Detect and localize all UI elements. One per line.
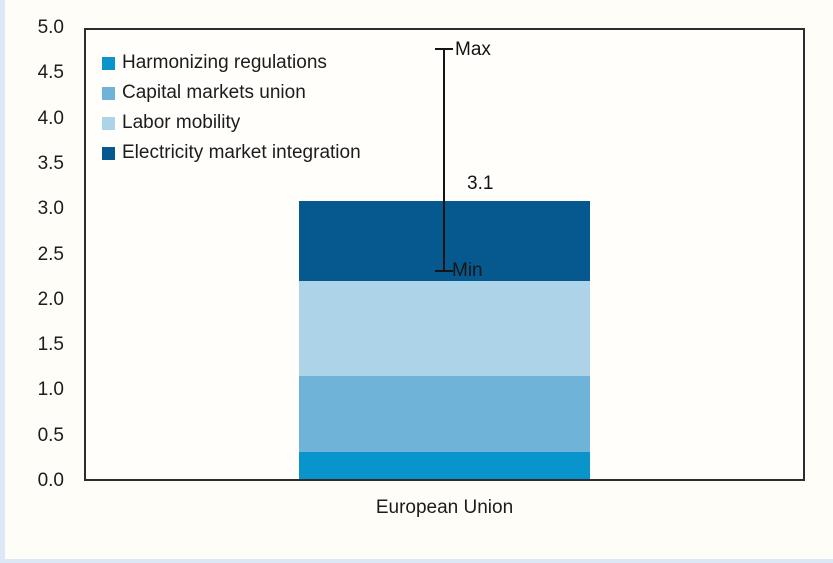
y-tick-label: 5.0 [37,17,64,38]
bar-total-label: 3.1 [467,172,494,194]
error-bar-line [442,47,446,273]
bar-segment [299,281,590,376]
legend-item: Capital markets union [102,78,361,108]
min-label: Min [452,260,483,282]
legend: Harmonizing regulations Capital markets u… [102,48,361,168]
legend-item: Labor mobility [102,108,361,138]
bar-segment [299,452,590,479]
page-edge-bottom [0,559,833,563]
plot-area: Harmonizing regulations Capital markets u… [84,28,805,481]
x-axis-category-label: European Union [375,497,514,518]
y-tick-label: 1.5 [37,334,64,356]
legend-swatch-icon [102,146,115,160]
max-label: Max [455,38,491,60]
y-tick-label: 4.0 [37,107,64,129]
bar-segment [299,375,590,453]
legend-label: Harmonizing regulations [122,52,327,73]
y-tick-label: 0.0 [37,470,64,491]
y-tick-label: 2.0 [37,288,64,310]
y-tick-label: 0.5 [37,424,64,446]
page-edge-left [0,0,5,563]
legend-item: Electricity market integration [102,138,361,168]
legend-swatch-icon [102,116,115,130]
legend-label: Electricity market integration [122,142,361,163]
legend-swatch-icon [102,56,115,70]
y-tick-label: 3.5 [37,152,64,174]
y-tick-label: 2.5 [37,243,64,265]
legend-label: Capital markets union [122,82,306,103]
error-bar-cap-max [435,47,453,51]
y-tick-label: 1.0 [37,379,64,401]
legend-swatch-icon [102,86,115,100]
legend-label: Labor mobility [122,112,241,133]
error-bar-cap-min [435,269,453,273]
legend-item: Harmonizing regulations [102,48,361,78]
y-tick-label: 3.0 [37,198,64,220]
y-tick-label: 4.5 [37,62,64,84]
